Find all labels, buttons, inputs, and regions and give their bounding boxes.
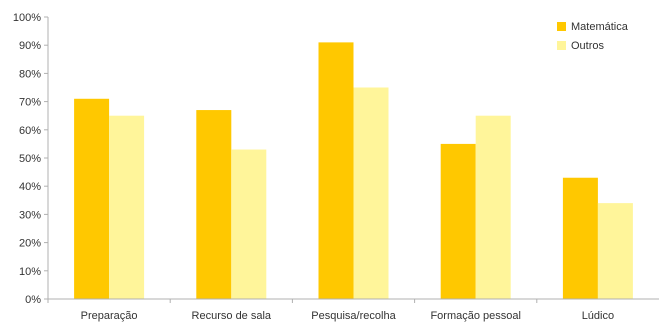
x-axis: Preparação Recurso de sala Pesquisa/recolh… [47,298,659,322]
bar-outros-3 [475,115,511,299]
bar-matematica-4 [562,177,598,299]
x-category-label: Pesquisa/recolha [311,310,396,322]
y-tick-label: 80% [19,68,41,80]
bar-outros-2 [353,87,389,299]
x-category-label: Recurso de sala [192,310,272,322]
y-tick-label: 90% [19,40,41,52]
x-category-label: Preparação [81,310,138,322]
y-axis: 0% 10% 20% 30% 40% 50% 60% 70% 80% 90% 100% [13,12,49,306]
y-tick-label: 60% [19,125,41,137]
y-tick-label: 70% [19,97,41,109]
legend-swatch-matematica [557,22,566,31]
y-tick-label: 50% [19,153,41,165]
bar-matematica-1 [196,110,232,299]
x-category-label: Lúdico [582,310,614,322]
y-tick-label: 0% [25,294,41,306]
bar-matematica-2 [318,42,354,299]
bar-matematica-0 [74,98,110,299]
legend-label-matematica: Matemática [571,21,629,33]
bar-matematica-3 [440,143,476,299]
y-tick-label: 30% [19,209,41,221]
y-tick-label: 100% [13,12,41,24]
y-tick-label: 10% [19,266,41,278]
y-tick-label: 20% [19,238,41,250]
y-tick-label: 40% [19,181,41,193]
legend: Matemática Outros [557,21,629,52]
bar-outros-1 [231,149,267,299]
legend-label-outros: Outros [571,40,605,52]
bar-outros-4 [597,203,633,299]
bar-outros-0 [109,115,145,299]
x-category-label: Formação pessoal [430,310,521,322]
bars-group [74,42,633,299]
legend-swatch-outros [557,41,566,50]
